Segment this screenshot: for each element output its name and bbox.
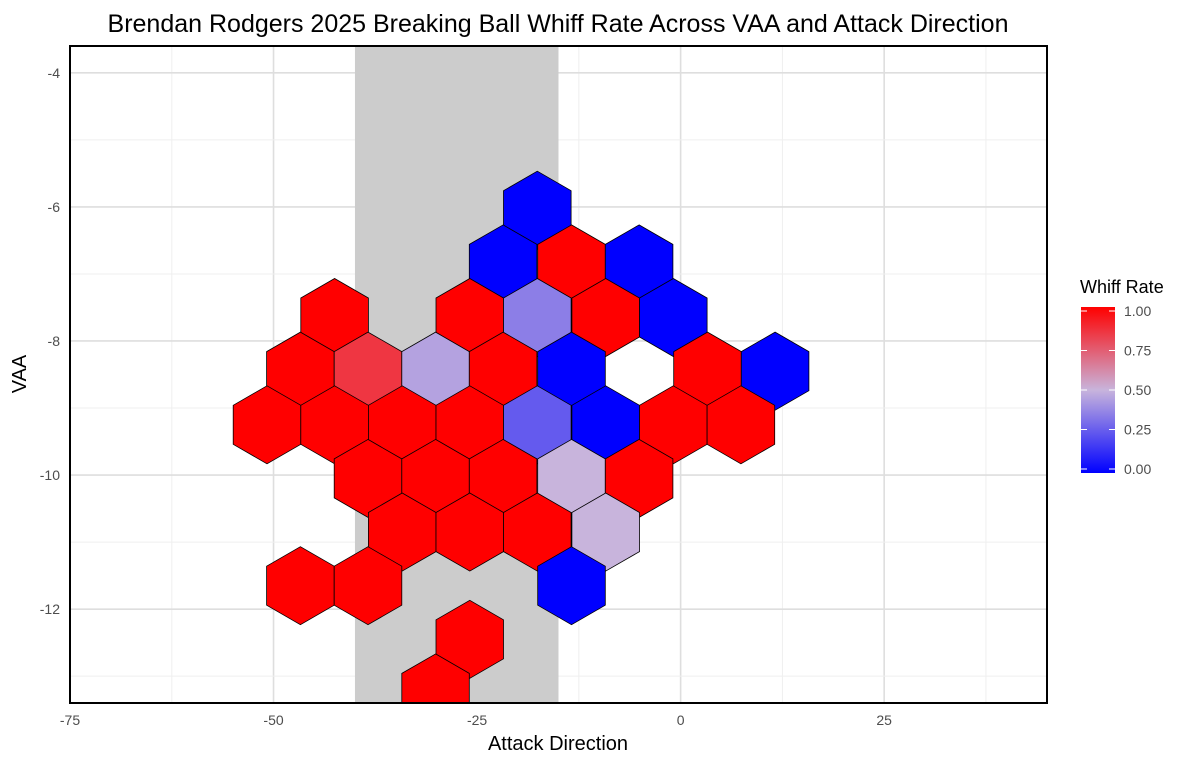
legend-tick-label: 0.00 [1124, 461, 1151, 477]
plot-border [69, 45, 1048, 704]
chart-title: Brendan Rodgers 2025 Breaking Ball Whiff… [108, 10, 1009, 38]
legend-tick-label: 0.25 [1124, 422, 1151, 438]
hexbin-cell [706, 385, 776, 465]
x-tick-label: -75 [60, 712, 80, 728]
x-tick-label: -25 [467, 712, 487, 728]
legend-tick-label: 0.75 [1124, 343, 1151, 359]
legend-ticks: 1.00 0.75 0.50 0.25 0.00 [1081, 303, 1151, 477]
hexbin-cell [333, 546, 403, 626]
hexbin-cell [537, 546, 606, 626]
y-tick-label: -6 [48, 199, 61, 215]
y-axis-ticks: -4 -6 -8 -10 -12 [40, 65, 60, 617]
x-tick-label: 25 [876, 712, 892, 728]
hexbin-cell [401, 653, 470, 703]
y-tick-label: -10 [40, 467, 60, 483]
y-tick-label: -8 [48, 333, 61, 349]
x-tick-label: -50 [263, 712, 283, 728]
legend-title: Whiff Rate [1080, 277, 1164, 297]
x-tick-label: 0 [677, 712, 685, 728]
y-tick-label: -12 [40, 601, 60, 617]
y-tick-label: -4 [48, 65, 61, 81]
x-axis-ticks: -75 -50 -25 0 25 [60, 712, 892, 728]
y-axis-title: VAA [9, 354, 31, 393]
legend-tick-label: 1.00 [1124, 303, 1151, 319]
legend: Whiff Rate 1.00 0.75 0.50 0.25 0.00 [1080, 277, 1164, 477]
legend-tick-label: 0.50 [1124, 382, 1151, 398]
x-axis-title: Attack Direction [488, 733, 628, 755]
hexagon-layer [232, 170, 810, 703]
hexbin-cell [435, 599, 504, 679]
